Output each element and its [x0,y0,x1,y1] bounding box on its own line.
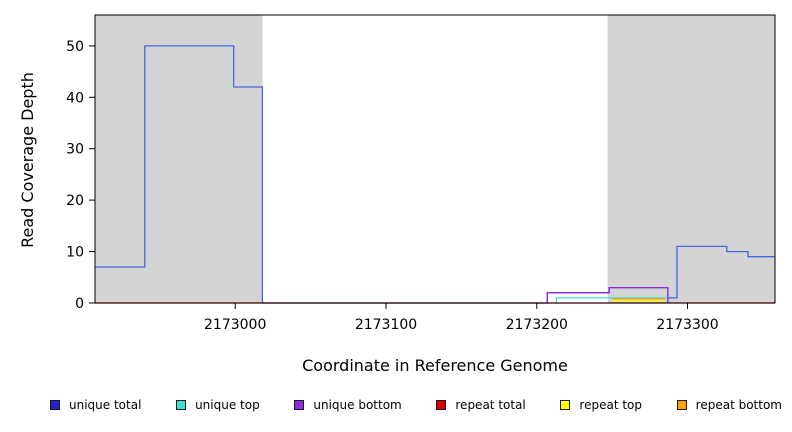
y-tick-label: 40 [66,90,84,106]
legend-label: unique top [195,398,260,412]
x-tick-label: 2173000 [204,317,266,333]
left-shaded-region [95,15,263,303]
x-tick-label: 2173200 [506,317,568,333]
legend-label: unique total [69,398,142,412]
legend-swatch-icon [676,400,687,410]
series-unique-bottom [546,286,669,303]
legend-item-repeat-bottom: repeat bottom [676,398,782,412]
x-tick-label: 2173100 [355,317,417,333]
right-shaded-region [607,15,775,303]
legend: unique total unique top unique bottom repea… [50,398,782,412]
y-tick-label: 50 [66,39,84,55]
y-tick-label: 30 [66,142,84,158]
y-tick-label: 10 [66,245,84,261]
legend-swatch-icon [436,400,447,410]
legend-swatch-icon [50,400,60,410]
x-axis-title: Coordinate in Reference Genome [302,356,568,375]
legend-label: repeat total [455,398,526,412]
plot-area: 0 10 20 30 40 50 2173000 2173100 2173200 2173300 [66,14,776,333]
legend-swatch-icon [560,400,571,410]
legend-label: unique bottom [313,398,402,412]
legend-label: repeat top [579,398,643,412]
plot-border [94,14,776,304]
legend-label: repeat bottom [695,398,782,412]
x-tick-label: 2173300 [656,317,718,333]
y-axis-title: Read Coverage Depth [18,72,37,248]
legend-swatch-icon [176,400,187,410]
legend-swatch-icon [294,400,305,410]
legend-item-unique-bottom: unique bottom [294,398,402,412]
legend-item-unique-top: unique top [176,398,260,412]
y-tick-label: 20 [66,193,84,209]
y-tick-label: 0 [75,296,84,312]
legend-item-unique-total: unique total [50,398,141,412]
legend-item-repeat-total: repeat total [436,398,526,412]
legend-item-repeat-top: repeat top [560,398,642,412]
